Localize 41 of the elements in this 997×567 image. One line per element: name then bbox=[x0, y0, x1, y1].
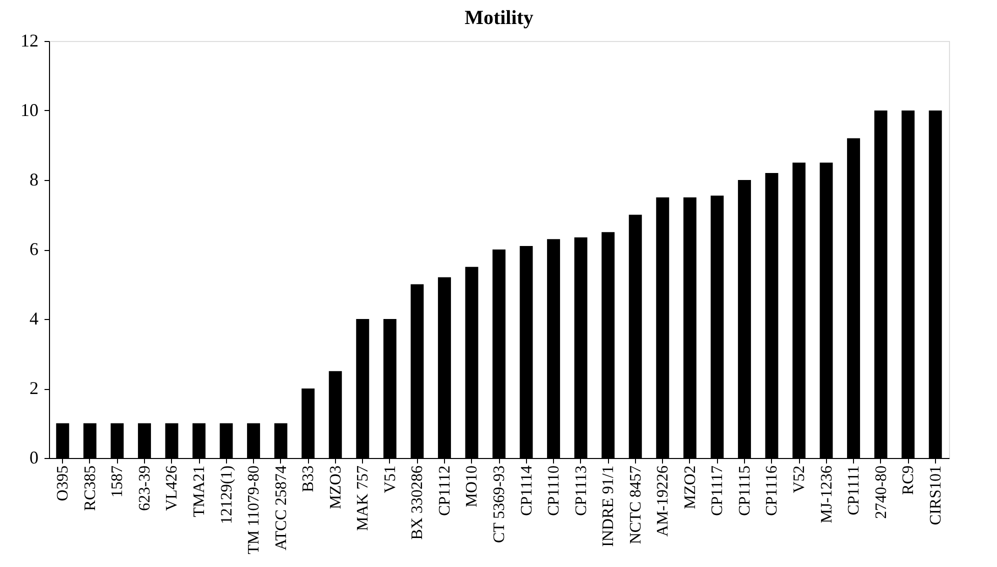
x-tick-label: CP1113 bbox=[572, 466, 590, 516]
x-tick-label: CT 5369-93 bbox=[491, 466, 508, 543]
x-tick-label: RC9 bbox=[900, 466, 918, 495]
x-tick-label: CP1111 bbox=[846, 466, 863, 516]
y-tick-label: 6 bbox=[30, 239, 38, 259]
x-tick-label: TM 11079-80 bbox=[246, 466, 263, 554]
x-tick-label: 12129(1) bbox=[218, 466, 236, 524]
x-tick-label: CP1110 bbox=[546, 466, 563, 516]
x-tick-label: CP1114 bbox=[518, 466, 536, 516]
x-tick-label: TMA21 bbox=[191, 466, 208, 518]
x-tick-label: CP1112 bbox=[436, 466, 454, 516]
x-tick-label: CP1115 bbox=[736, 466, 754, 516]
x-tick-label: MO10 bbox=[464, 466, 481, 508]
y-tick-label: 4 bbox=[30, 308, 38, 328]
x-tick-label: AM-19226 bbox=[654, 466, 672, 537]
x-tick-label: V51 bbox=[382, 466, 399, 494]
chart-title: Motility bbox=[464, 7, 534, 29]
y-tick-label: 0 bbox=[30, 448, 38, 468]
x-tick-label: CP1116 bbox=[764, 466, 781, 516]
y-tick-label: 8 bbox=[30, 170, 38, 190]
x-tick-label: BX 330286 bbox=[409, 466, 426, 540]
x-tick-label: V52 bbox=[791, 466, 808, 494]
x-tick-label: CIRS101 bbox=[927, 466, 944, 526]
x-tick-label: MAK 757 bbox=[354, 466, 372, 531]
x-tick-label: CP1117 bbox=[709, 466, 726, 516]
x-tick-label: 2740-80 bbox=[872, 466, 890, 519]
x-tick-label: NCTC 8457 bbox=[627, 466, 644, 544]
x-tick-label: RC385 bbox=[82, 466, 99, 511]
x-tick-label: O395 bbox=[54, 466, 72, 502]
y-tick-label: 2 bbox=[30, 378, 38, 398]
y-tick-label: 12 bbox=[20, 30, 38, 50]
x-tick-label: B33 bbox=[300, 466, 318, 492]
x-tick-label: INDRE 91/1 bbox=[600, 466, 618, 547]
y-tick-label: 10 bbox=[20, 100, 38, 120]
x-tick-label: 623-39 bbox=[136, 466, 154, 511]
x-tick-label: MZO2 bbox=[682, 466, 699, 510]
x-tick-label: MZO3 bbox=[327, 466, 344, 510]
x-tick-label: MJ-1236 bbox=[818, 466, 836, 524]
x-tick-label: 1587 bbox=[109, 466, 126, 498]
x-tick-label: ATCC 25874 bbox=[272, 466, 290, 550]
x-tick-label: VL426 bbox=[164, 466, 181, 511]
